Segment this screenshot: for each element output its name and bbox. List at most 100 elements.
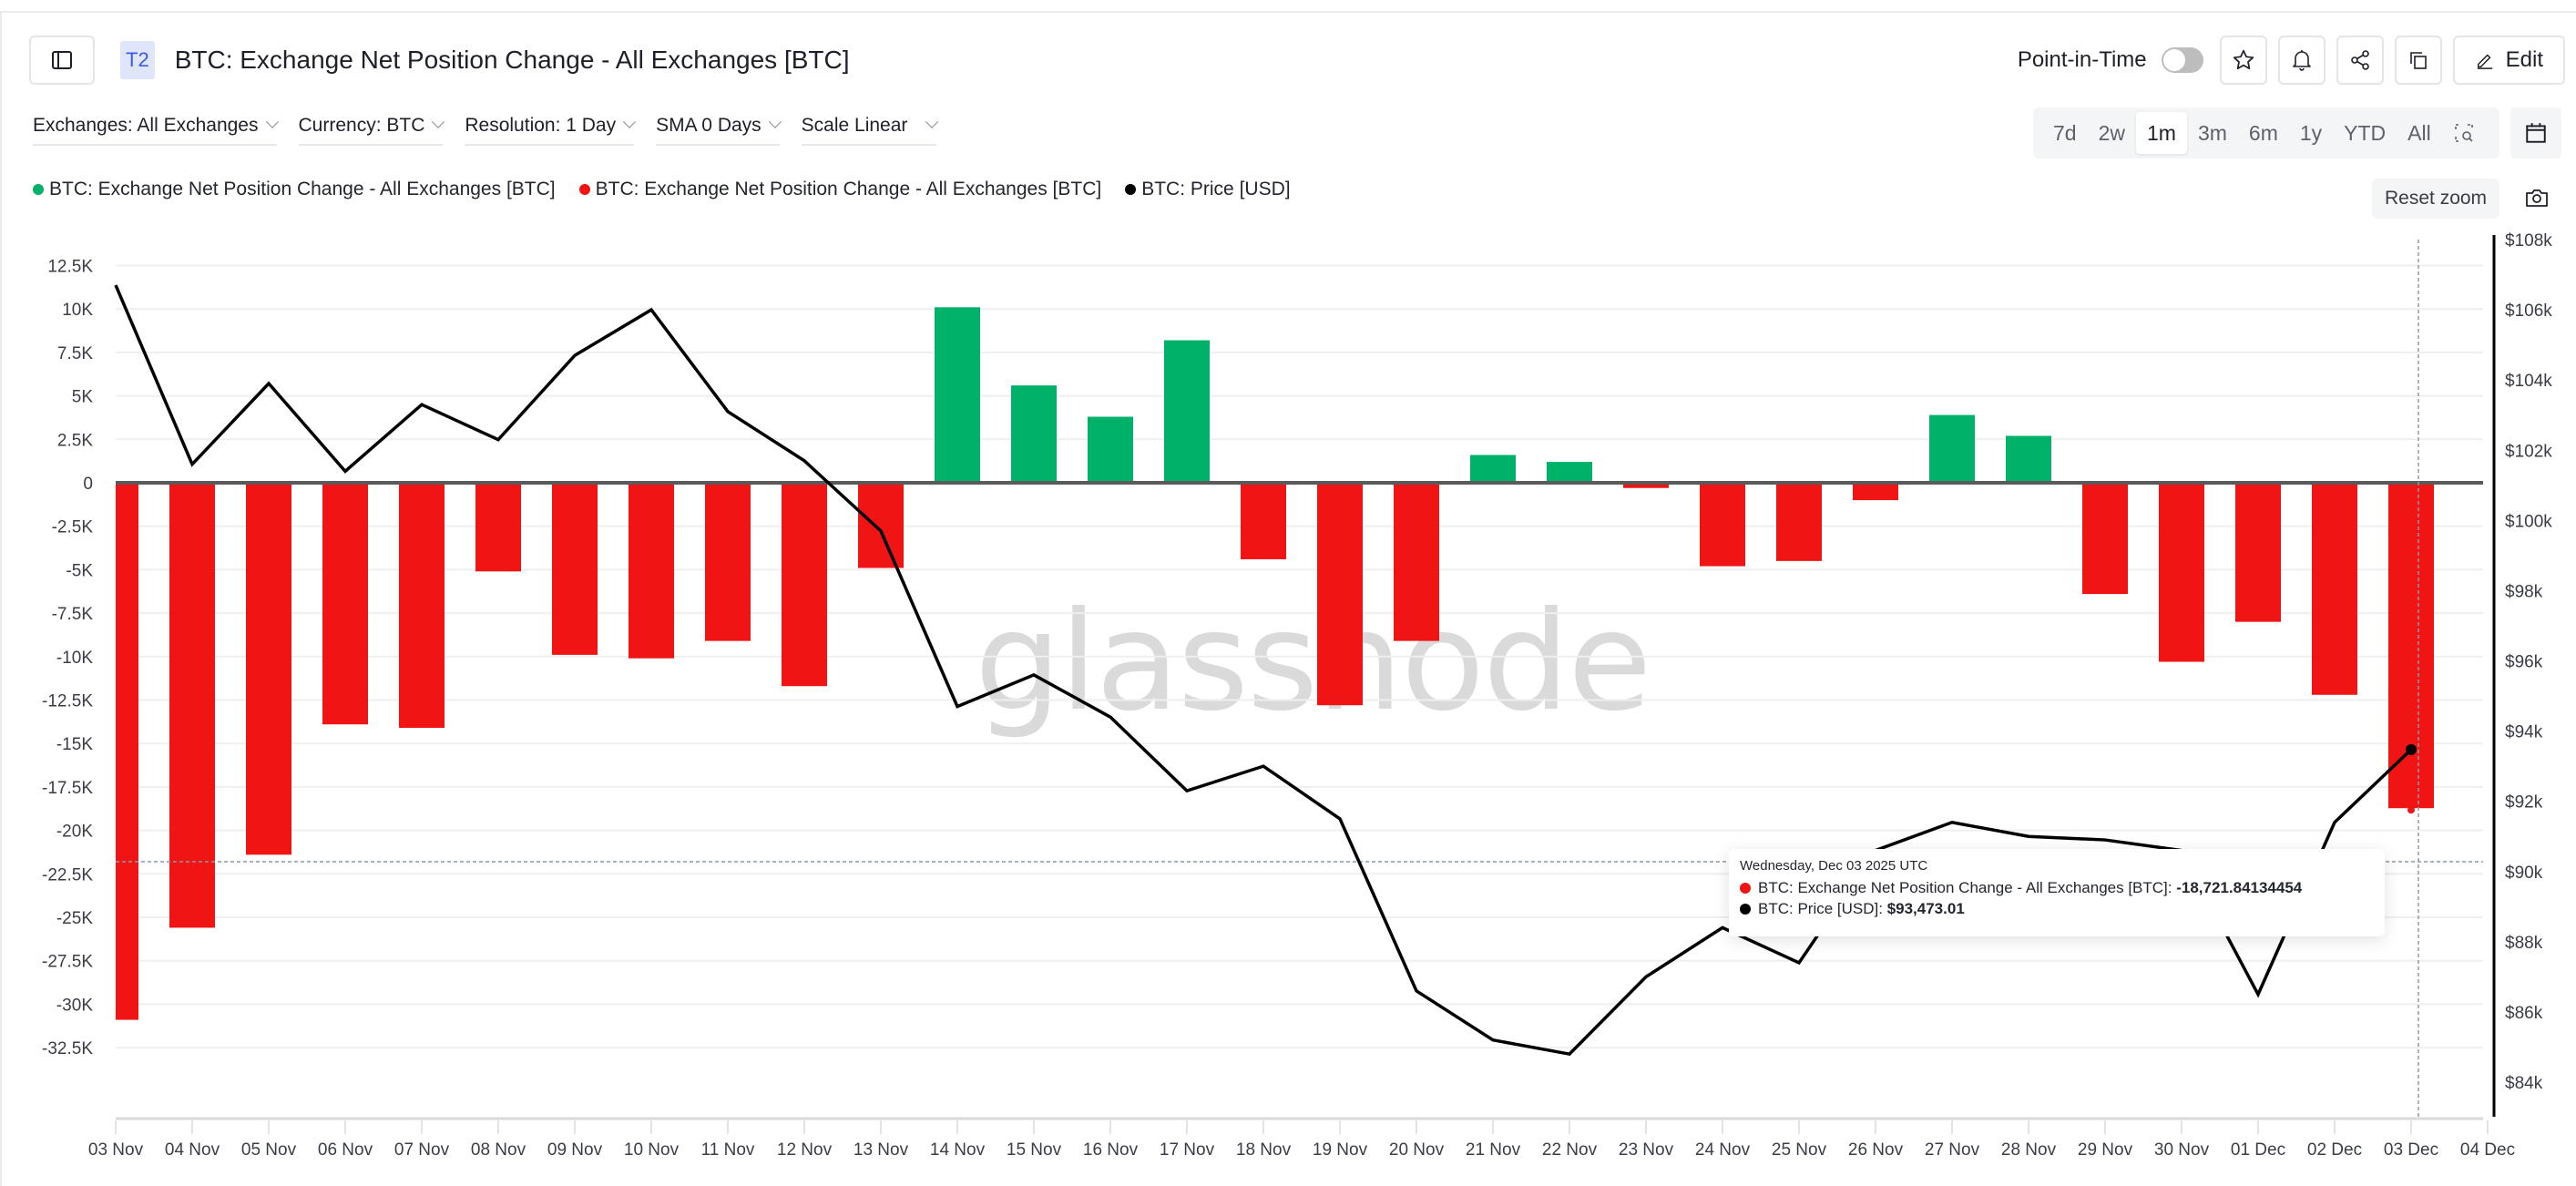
bar-08-nov[interactable] [475,483,521,572]
x-axis-tick: 04 Dec [2460,1140,2515,1160]
sidebar-toggle-button[interactable] [29,36,95,85]
bar-09-nov[interactable] [552,483,598,655]
resolution-dropdown[interactable]: Resolution: 1 Day [465,115,637,146]
tooltip-row-netflow: BTC: Exchange Net Position Change - All … [1740,879,2374,897]
bar-01-dec[interactable] [2235,483,2281,622]
x-axis-tick: 05 Nov [241,1140,297,1160]
range-1m[interactable]: 1m [2136,112,2187,154]
x-axis-tick: 23 Nov [1619,1140,1674,1160]
bar-24-nov[interactable] [1700,483,1745,567]
legend-item-netflow-negative[interactable]: BTC: Exchange Net Position Change - All … [578,179,1101,200]
x-axis-tick: 01 Dec [2231,1140,2285,1160]
y-right-tick: $96k [2505,653,2543,672]
bar-12-nov[interactable] [782,483,827,687]
range-1y[interactable]: 1y [2299,120,2323,145]
price-line[interactable] [114,284,2413,1057]
chevron-down-icon [432,115,445,128]
bar-16-nov[interactable] [1088,416,1133,483]
bar-18-nov[interactable] [1241,483,1286,559]
currency-dropdown[interactable]: Currency: BTC [298,115,445,146]
y-right-tick: $100k [2505,512,2552,531]
bar-20-nov[interactable] [1394,483,1439,641]
y-right-tick: $86k [2505,1004,2543,1023]
camera-icon [2526,189,2548,207]
sma-dropdown[interactable]: SMA 0 Days [656,115,782,146]
range-7d[interactable]: 7d [2053,120,2077,145]
x-axis-tick: 16 Nov [1083,1140,1139,1160]
bar-28-nov[interactable] [2006,435,2051,483]
bar-05-nov[interactable] [246,483,291,855]
duplicate-button[interactable] [2394,36,2442,85]
bar-29-nov[interactable] [2082,483,2128,595]
bar-22-nov[interactable] [1547,462,1592,483]
chart-tooltip: Wednesday, Dec 03 2025 UTC BTC: Exchange… [1729,849,2385,936]
tooltip-series-value: -18,721.84134454 [2176,879,2303,896]
x-axis-tick: 26 Nov [1848,1140,1904,1160]
y-right-tick: $92k [2505,793,2543,813]
bar-15-nov[interactable] [1011,385,1057,483]
favorite-button[interactable] [2219,36,2267,85]
bar-21-nov[interactable] [1470,455,1516,483]
y-left-tick: 7.5K [57,344,93,363]
bar-23-nov[interactable] [1623,483,1669,488]
time-range-selector: 7d 2w 1m 3m 6m 1y YTD All [2033,107,2499,158]
zoom-select-button[interactable] [2442,112,2486,154]
bar-14-nov[interactable] [935,307,980,483]
date-picker-button[interactable] [2510,107,2561,158]
y-left-tick: 12.5K [47,258,93,277]
bar-26-nov[interactable] [1853,483,1898,501]
bar-27-nov[interactable] [1929,414,1975,483]
range-ytd[interactable]: YTD [2344,120,2387,145]
bar-04-nov[interactable] [169,483,215,928]
screenshot-button[interactable] [2523,182,2550,213]
x-axis-tick: 24 Nov [1695,1140,1751,1160]
tooltip-row-price: BTC: Price [USD]: $93,473.01 [1740,900,2374,918]
left-border [0,13,2,1186]
exchanges-dropdown[interactable]: Exchanges: All Exchanges [33,115,279,146]
point-in-time-label: Point-in-Time [2017,47,2147,72]
bar-03-nov[interactable] [116,483,138,1020]
bar-13-nov[interactable] [858,483,904,568]
y-left-tick: 5K [72,388,94,407]
bar-25-nov[interactable] [1776,483,1822,561]
y-left-tick: -27.5K [42,953,93,972]
bar-17-nov[interactable] [1164,340,1210,483]
x-axis-tick: 27 Nov [1925,1140,1980,1160]
bar-19-nov[interactable] [1317,483,1363,706]
currency-label: Currency: BTC [298,115,425,136]
x-axis-tick: 30 Nov [2154,1140,2210,1160]
alert-button[interactable] [2277,36,2326,85]
range-6m[interactable]: 6m [2248,120,2278,145]
filter-bar: Exchanges: All Exchanges Currency: BTC R… [33,115,939,146]
share-button[interactable] [2336,36,2384,85]
bar-11-nov[interactable] [705,483,751,641]
bar-03-dec[interactable] [2388,483,2434,809]
bar-02-dec[interactable] [2312,483,2357,695]
legend-item-netflow-positive[interactable]: BTC: Exchange Net Position Change - All … [33,179,556,200]
legend-item-price[interactable]: BTC: Price [USD] [1125,179,1291,200]
y-right-tick: $108k [2505,231,2552,250]
range-all[interactable]: All [2407,120,2431,145]
reset-zoom-button[interactable]: Reset zoom [2372,179,2500,219]
x-axis-tick: 19 Nov [1313,1140,1368,1160]
bar-06-nov[interactable] [322,483,368,725]
y-left-tick: -12.5K [42,692,93,711]
scale-dropdown[interactable]: Scale Linear [801,115,939,146]
tooltip-series-label: BTC: Exchange Net Position Change - All … [1758,879,2177,896]
chart-legend: BTC: Exchange Net Position Change - All … [33,179,1291,200]
y-left-tick: 0 [83,475,93,494]
point-in-time-toggle[interactable] [2161,47,2203,73]
chevron-down-icon [768,115,782,128]
legend-label: BTC: Exchange Net Position Change - All … [49,179,556,199]
bar-30-nov[interactable] [2159,483,2204,662]
range-2w[interactable]: 2w [2098,120,2125,145]
zoom-select-icon [2454,124,2473,142]
bar-10-nov[interactable] [629,483,674,659]
edit-button[interactable]: Edit [2452,36,2565,85]
scale-label: Scale Linear [801,115,908,136]
bar-07-nov[interactable] [399,483,445,729]
x-axis-tick: 18 Nov [1236,1140,1292,1160]
range-3m[interactable]: 3m [2197,120,2227,145]
chart-canvas[interactable]: 12.5K 10K 7.5K 5K 2.5K 0 -2.5K -5K -7.5K -10K -12.… [0,219,2576,1186]
y-right-tick: $88k [2505,934,2543,953]
